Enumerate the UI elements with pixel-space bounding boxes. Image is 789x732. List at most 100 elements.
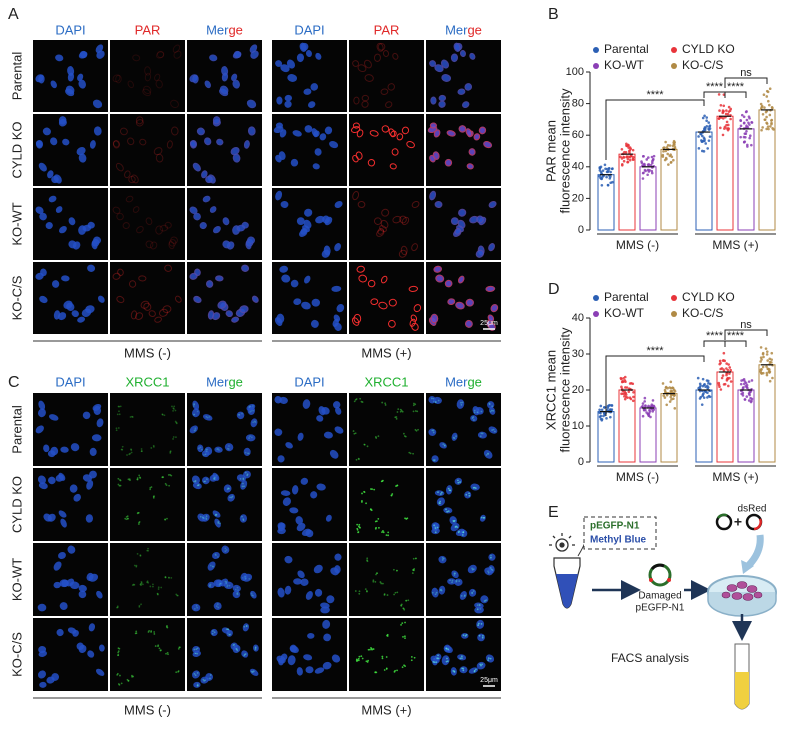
signal <box>244 471 247 474</box>
data-dot <box>727 384 730 388</box>
data-dot <box>749 134 752 138</box>
legend-label: Parental <box>604 42 649 56</box>
nucleus <box>335 406 342 415</box>
signal <box>139 554 142 557</box>
signal <box>209 674 212 676</box>
data-dot <box>770 106 774 109</box>
y-tick-label: 10 <box>572 420 584 432</box>
legend-label: Parental <box>604 290 649 304</box>
signal <box>382 50 390 57</box>
signal <box>450 53 458 62</box>
nucleus <box>67 72 75 82</box>
nucleus <box>300 227 308 235</box>
nucleus <box>280 64 290 73</box>
micrograph-bg <box>110 262 185 334</box>
signal <box>140 603 142 606</box>
nucleus <box>95 668 105 676</box>
nucleus <box>275 122 283 129</box>
nucleus <box>314 667 325 674</box>
signal <box>378 526 380 529</box>
nucleus <box>453 42 461 52</box>
signal <box>415 557 417 560</box>
nucleus <box>296 523 306 532</box>
signal <box>476 608 479 611</box>
nucleus <box>296 217 305 226</box>
signal <box>353 96 360 105</box>
data-dot <box>662 146 666 149</box>
significance-bracket <box>724 340 747 347</box>
nucleus <box>89 447 97 456</box>
nucleus <box>247 126 256 136</box>
signal <box>370 646 372 649</box>
nucleus <box>485 285 496 292</box>
signal <box>249 44 258 53</box>
signal <box>410 656 413 658</box>
data-dot <box>609 175 612 178</box>
facs-liquid <box>735 672 749 709</box>
significance-bracket <box>605 99 705 160</box>
nucleus <box>297 570 305 579</box>
nucleus <box>291 485 299 495</box>
signal <box>226 488 229 491</box>
data-dot <box>672 397 675 400</box>
nucleus <box>243 447 251 456</box>
data-dot <box>610 167 614 171</box>
signal <box>252 409 254 412</box>
nucleus <box>441 655 450 666</box>
significance-label: ns <box>740 319 752 331</box>
nucleus <box>489 406 496 415</box>
nucleus <box>204 80 211 89</box>
signal <box>472 590 475 592</box>
column-header: Merge <box>445 374 482 389</box>
micrograph <box>110 114 185 186</box>
data-dot <box>625 386 629 389</box>
signal <box>465 319 473 328</box>
column-header: PAR <box>374 22 400 37</box>
micrograph-bg <box>349 618 424 691</box>
signal <box>253 420 256 423</box>
data-dot <box>704 142 708 145</box>
row-label: Parental <box>9 52 24 101</box>
micrograph-bg <box>110 40 185 112</box>
nucleus <box>486 401 495 409</box>
signal <box>208 415 211 418</box>
data-dot <box>701 140 704 143</box>
data-dot <box>629 397 633 401</box>
signal <box>145 240 154 249</box>
data-dot <box>623 397 627 401</box>
legend-label: CYLD KO <box>682 290 735 304</box>
micrograph <box>349 262 424 334</box>
signal <box>164 576 167 579</box>
data-dot <box>745 118 749 122</box>
signal <box>417 428 419 431</box>
nucleus <box>78 584 87 592</box>
nucleus <box>284 100 292 108</box>
nucleus <box>224 443 234 452</box>
nucleus <box>47 170 54 179</box>
nucleus <box>232 590 241 599</box>
signal <box>213 476 216 479</box>
cells <box>721 581 763 601</box>
nucleus <box>488 243 495 252</box>
signal <box>471 591 474 594</box>
signal <box>196 672 199 674</box>
nucleus <box>65 85 75 95</box>
data-dot <box>721 133 725 137</box>
signal <box>437 399 440 402</box>
nucleus <box>78 644 87 654</box>
signal <box>209 585 211 588</box>
signal <box>356 523 359 526</box>
nucleus <box>318 406 326 416</box>
signal <box>152 585 154 588</box>
signal <box>492 428 495 431</box>
nucleus <box>286 59 296 69</box>
data-dot <box>611 180 614 184</box>
signal <box>201 170 208 179</box>
signal <box>211 565 214 568</box>
data-dot <box>641 402 645 405</box>
data-dot <box>645 158 649 161</box>
signal <box>164 576 167 579</box>
signal <box>132 583 135 586</box>
signal <box>245 625 248 627</box>
signal <box>460 655 463 658</box>
